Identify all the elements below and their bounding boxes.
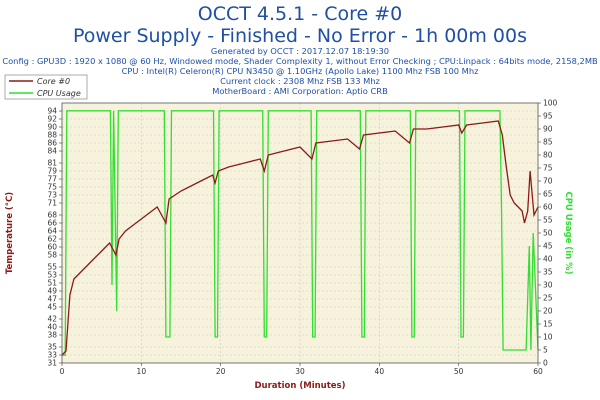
y-left-tick-label: 53 <box>47 271 57 280</box>
y-right-tick-label: 30 <box>543 281 553 290</box>
x-tick-label: 20 <box>216 367 226 376</box>
y-right-tick-label: 95 <box>543 112 553 121</box>
y-left-tick-label: 62 <box>47 235 57 244</box>
y-left-tick-label: 81 <box>47 159 57 168</box>
y-right-tick-label: 15 <box>543 320 553 329</box>
info-current-clock: Current clock : 2308 Mhz FSB 133 Mhz <box>220 76 380 86</box>
y-right-tick-label: 20 <box>543 307 553 316</box>
x-axis-ticks: 0 10 20 30 40 50 60 <box>60 363 543 376</box>
y-right-tick-label: 50 <box>543 229 553 238</box>
y-right-tick-label: 65 <box>543 190 553 199</box>
y-left-tick-label: 45 <box>47 303 57 312</box>
y-right-axis-label: CPU Usage (in %) <box>563 191 573 274</box>
y-left-tick-label: 38 <box>47 331 57 340</box>
info-config: Config : GPU3D : 1920 x 1080 @ 60 Hz, Wi… <box>2 56 598 66</box>
y-right-tick-label: 35 <box>543 268 553 277</box>
y-left-tick-label: 49 <box>47 287 57 296</box>
chart-subtitle: Power Supply - Finished - No Error - 1h … <box>72 25 528 47</box>
y-right-tick-label: 70 <box>543 177 553 186</box>
x-axis-label: Duration (Minutes) <box>255 381 346 391</box>
y-right-tick-label: 40 <box>543 255 553 264</box>
y-left-tick-label: 31 <box>47 359 57 368</box>
x-tick-label: 60 <box>533 367 543 376</box>
legend-label-core-0: Core #0 <box>37 77 70 86</box>
x-tick-label: 10 <box>137 367 147 376</box>
y-left-tick-label: 40 <box>47 323 57 332</box>
series-line-cpu-usage <box>62 110 539 356</box>
y-right-tick-label: 85 <box>543 138 553 147</box>
y-left-tick-label: 86 <box>47 139 57 148</box>
y-left-tick-label: 42 <box>47 315 57 324</box>
y-left-tick-label: 47 <box>47 295 57 304</box>
chart-title: OCCT 4.5.1 - Core #0 <box>197 3 403 25</box>
y-right-tick-label: 10 <box>543 333 553 342</box>
y-right-tick-label: 75 <box>543 164 553 173</box>
x-tick-label: 40 <box>375 367 385 376</box>
info-motherboard: MotherBoard : AMI Corporation: Aptio CRB <box>212 86 388 96</box>
y-left-tick-label: 68 <box>47 211 57 220</box>
legend: Core #0 CPU Usage <box>4 74 88 100</box>
x-tick-label: 30 <box>295 367 305 376</box>
y-left-tick-label: 35 <box>47 343 57 352</box>
series-line-core-0 <box>61 120 539 356</box>
y-left-tick-label: 71 <box>47 199 57 208</box>
y-left-tick-label: 33 <box>47 351 57 360</box>
y-left-tick-label: 88 <box>47 131 57 140</box>
y-left-tick-label: 79 <box>47 167 57 176</box>
y-left-tick-label: 60 <box>47 243 57 252</box>
y-left-tick-label: 90 <box>47 123 57 132</box>
y-left-tick-label: 77 <box>47 175 57 184</box>
y-right-tick-label: 5 <box>543 346 548 355</box>
y-left-tick-label: 94 <box>47 107 57 116</box>
y-left-tick-label: 84 <box>47 147 57 156</box>
y-right-tick-label: 45 <box>543 242 553 251</box>
y-left-tick-label: 92 <box>47 115 57 124</box>
info-cpu: CPU : Intel(R) Celeron(R) CPU N3450 @ 1.… <box>121 66 479 76</box>
y-right-tick-label: 80 <box>543 151 553 160</box>
y-left-axis-label: Temperature (°C) <box>5 192 15 274</box>
y-right-axis-ticks: 0 5 10 15 20 25 30 35 40 45 50 55 60 65 70 75 80 85 90 95 10… <box>538 99 558 368</box>
y-right-tick-label: 55 <box>543 216 553 225</box>
y-right-tick-label: 25 <box>543 294 553 303</box>
info-generated: Generated by OCCT : 2017.12.07 18:19:30 <box>210 46 390 56</box>
y-left-tick-label: 64 <box>47 227 57 236</box>
y-right-tick-label: 90 <box>543 125 553 134</box>
x-tick-label: 50 <box>454 367 464 376</box>
y-left-tick-label: 66 <box>47 219 57 228</box>
y-right-tick-label: 60 <box>543 203 553 212</box>
y-left-tick-label: 75 <box>47 183 57 192</box>
y-right-tick-label: 0 <box>543 359 548 368</box>
y-right-tick-label: 100 <box>543 99 558 108</box>
y-left-tick-label: 55 <box>47 263 57 272</box>
legend-label-cpu-usage: CPU Usage <box>37 89 81 98</box>
x-tick-label: 0 <box>60 367 65 376</box>
y-left-tick-label: 58 <box>47 251 57 260</box>
plot-frame <box>61 102 539 364</box>
y-left-tick-label: 51 <box>47 279 57 288</box>
y-left-tick-label: 73 <box>47 191 57 200</box>
legend-box <box>4 74 88 100</box>
